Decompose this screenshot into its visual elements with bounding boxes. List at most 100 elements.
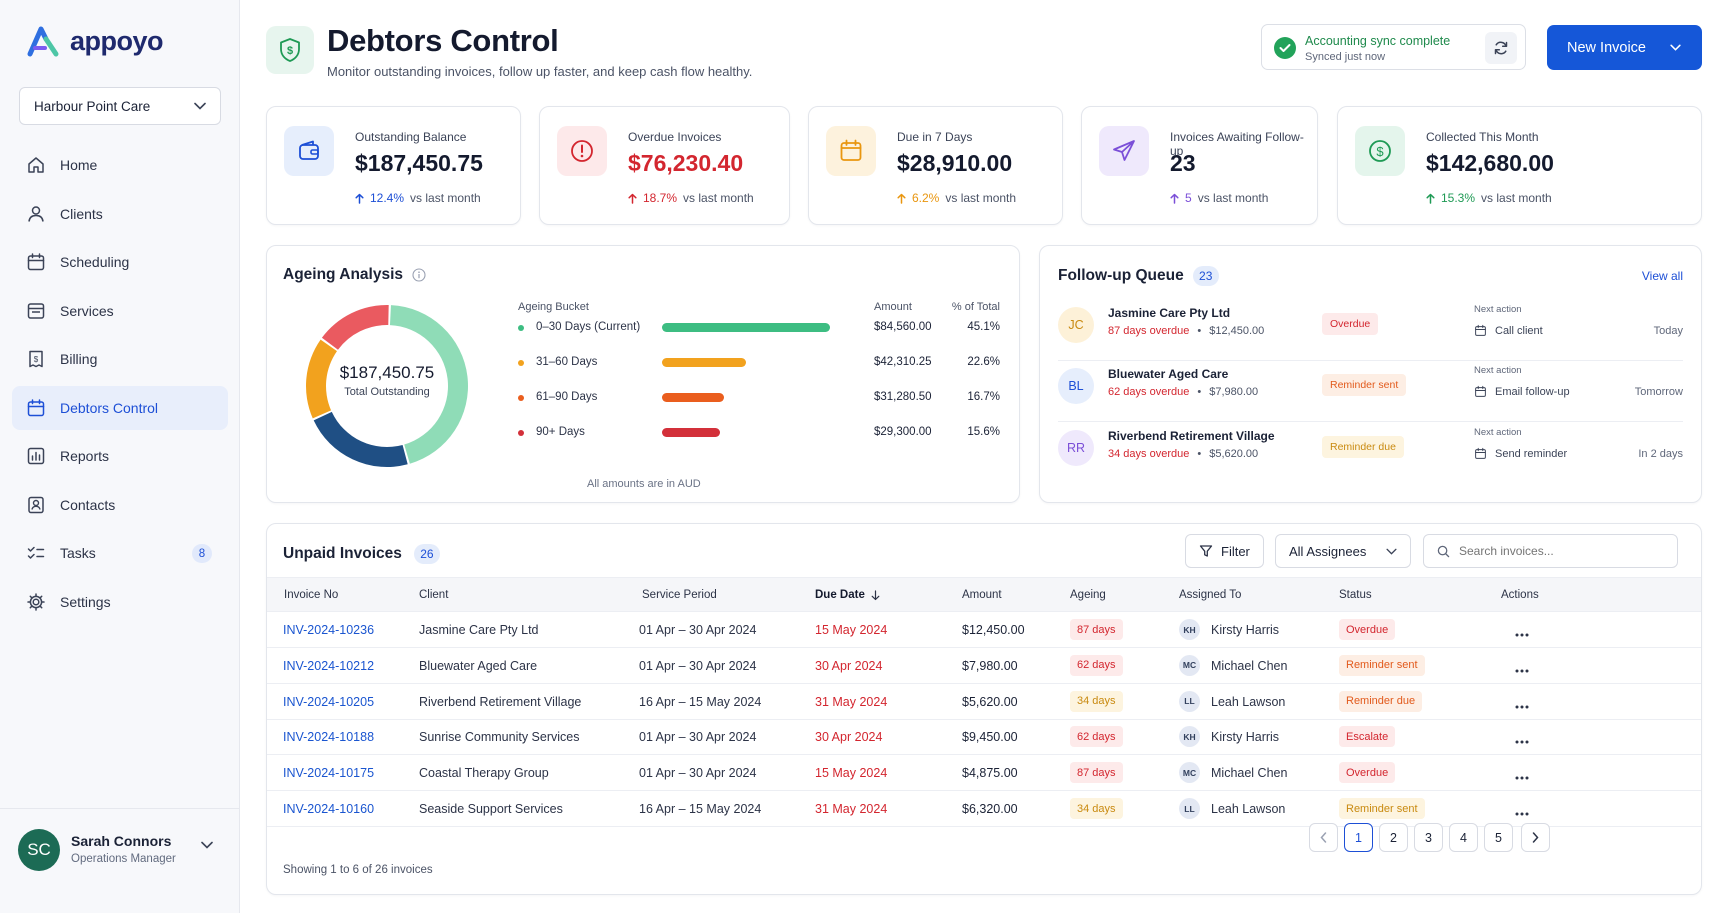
ageing-badge: 87 days <box>1070 762 1123 784</box>
followup-overdue: 62 days overdue <box>1108 386 1190 398</box>
next-action-when: In 2 days <box>1638 448 1683 460</box>
col-invoice-no[interactable]: Invoice No <box>284 589 339 601</box>
stat-card-overdue-invoices[interactable]: Overdue Invoices $76,230.40 18.7% vs last m… <box>539 106 790 225</box>
table-row[interactable]: INV-2024-10212 Bluewater Aged Care 01 Apr … <box>267 648 1701 684</box>
chevron-down-icon <box>1670 44 1681 51</box>
sidebar-item-tasks[interactable]: Tasks 8 <box>12 531 228 575</box>
invoice-number-link[interactable]: INV-2024-10205 <box>283 694 375 709</box>
search-input[interactable] <box>1459 544 1664 558</box>
sidebar-item-services[interactable]: Services <box>12 289 228 333</box>
sidebar-item-contacts[interactable]: Contacts <box>12 483 228 527</box>
user-profile[interactable]: SC Sarah Connors Operations Manager <box>0 808 240 913</box>
next-action[interactable]: Send reminder <box>1474 447 1567 460</box>
ageing-row[interactable]: 31–60 Days $42,310.25 22.6% <box>267 353 1019 373</box>
calendar-icon <box>1474 324 1487 337</box>
followup-item[interactable]: RR Riverbend Retirement Village 34 days ov… <box>1040 418 1701 484</box>
invoice-number-link[interactable]: INV-2024-10175 <box>283 766 375 781</box>
sidebar-item-label: Contacts <box>60 496 116 513</box>
chevron-left-icon <box>1320 832 1327 843</box>
page-button-3[interactable]: 3 <box>1414 823 1443 852</box>
followup-amount: $7,980.00 <box>1209 386 1259 398</box>
ageing-percent: 22.6% <box>967 356 1000 368</box>
ageing-percent: 16.7% <box>967 391 1000 403</box>
col-service-period[interactable]: Service Period <box>642 589 717 601</box>
table-row[interactable]: INV-2024-10160 Seaside Support Services 16… <box>267 791 1701 827</box>
showing-text: Showing 1 to 6 of 26 invoices <box>283 864 433 876</box>
sidebar-item-clients[interactable]: Clients <box>12 192 228 236</box>
info-icon[interactable] <box>412 268 426 282</box>
page-button-5[interactable]: 5 <box>1484 823 1513 852</box>
invoice-service-period: 01 Apr – 30 Apr 2024 <box>639 658 757 673</box>
filter-button[interactable]: Filter <box>1185 534 1264 568</box>
chevron-down-icon <box>194 102 206 110</box>
divider <box>1058 360 1683 361</box>
stat-card-outstanding-balance[interactable]: Outstanding Balance $187,450.75 12.4% vs la… <box>266 106 521 225</box>
next-page-button[interactable] <box>1521 823 1550 852</box>
followup-item[interactable]: JC Jasmine Care Pty Ltd 87 days overdue • $1… <box>1040 295 1701 361</box>
invoice-number-link[interactable]: INV-2024-10212 <box>283 658 375 673</box>
sidebar-item-debtors-control[interactable]: Debtors Control <box>12 385 228 430</box>
col-amount[interactable]: Amount <box>962 589 1002 601</box>
billing-icon: $ <box>26 349 46 369</box>
col-client[interactable]: Client <box>419 589 449 601</box>
refresh-button[interactable] <box>1485 32 1517 64</box>
table-row[interactable]: INV-2024-10205 Riverbend Retirement Villa… <box>267 684 1701 720</box>
page-button-4[interactable]: 4 <box>1449 823 1478 852</box>
search-box[interactable] <box>1423 534 1678 568</box>
page-button-2[interactable]: 2 <box>1379 823 1408 852</box>
invoice-client: Coastal Therapy Group <box>419 766 549 781</box>
donut-segment-0-30 <box>389 305 468 464</box>
ageing-row[interactable]: 0–30 Days (Current) $84,560.00 45.1% <box>267 318 1019 338</box>
table-row[interactable]: INV-2024-10188 Sunrise Community Services… <box>267 719 1701 756</box>
arrow-up-icon <box>1426 193 1435 204</box>
sidebar-item-billing[interactable]: $ Billing <box>12 337 228 381</box>
next-action[interactable]: Email follow-up <box>1474 385 1570 398</box>
assignee-avatar: MC <box>1179 762 1200 784</box>
ageing-badge: 62 days <box>1070 654 1123 676</box>
col-due-date[interactable]: Due Date <box>815 589 880 601</box>
logo[interactable]: appoyo <box>26 24 164 58</box>
stat-card-invoices-awaiting-follow-up[interactable]: Invoices Awaiting Follow-up 23 5 vs last mo… <box>1081 106 1318 225</box>
stat-trend-suffix: vs last month <box>410 191 481 205</box>
sidebar-item-settings[interactable]: Settings <box>12 580 228 624</box>
gear-icon <box>26 592 46 612</box>
page-button-1[interactable]: 1 <box>1344 823 1373 852</box>
col-status[interactable]: Status <box>1339 589 1372 601</box>
sidebar-item-reports[interactable]: Reports <box>12 434 228 478</box>
ageing-row[interactable]: 90+ Days $29,300.00 15.6% <box>267 423 1019 443</box>
chevron-down-icon[interactable] <box>201 841 213 849</box>
filter-label: Filter <box>1221 543 1250 559</box>
table-row[interactable]: INV-2024-10236 Jasmine Care Pty Ltd 01 Apr… <box>267 612 1701 648</box>
stat-card-collected-this-month[interactable]: $ Collected This Month $142,680.00 15.3% vs … <box>1337 106 1702 225</box>
sidebar-item-home[interactable]: Home <box>12 143 228 187</box>
status-badge: Escalate <box>1339 726 1396 748</box>
invoice-service-period: 16 Apr – 15 May 2024 <box>639 694 762 709</box>
ageing-row[interactable]: 61–90 Days $31,280.50 16.7% <box>267 388 1019 408</box>
ageing-percent: 45.1% <box>967 321 1000 333</box>
invoice-number-link[interactable]: INV-2024-10160 <box>283 802 375 816</box>
stat-label: Overdue Invoices <box>628 130 722 144</box>
svg-text:$: $ <box>1376 144 1384 159</box>
organisation-select[interactable]: Harbour Point Care <box>19 87 221 125</box>
invoice-number-link[interactable]: INV-2024-10236 <box>283 623 375 637</box>
ageing-bar <box>662 393 724 402</box>
next-action[interactable]: Call client <box>1474 324 1543 337</box>
ageing-col-amount: Amount <box>874 301 912 313</box>
invoice-amount: $4,875.00 <box>962 766 1018 781</box>
unpaid-invoices-card: Unpaid Invoices 26 Filter All Assignees … <box>266 523 1702 895</box>
prev-page-button[interactable] <box>1309 823 1338 852</box>
table-row[interactable]: INV-2024-10175 Coastal Therapy Group 01 Ap… <box>267 755 1701 792</box>
stat-card-due-in-7-days[interactable]: Due in 7 Days $28,910.00 6.2% vs last month <box>808 106 1063 225</box>
invoice-number-link[interactable]: INV-2024-10188 <box>283 730 375 745</box>
sidebar-item-scheduling[interactable]: Scheduling <box>12 240 228 284</box>
col-assigned-to[interactable]: Assigned To <box>1179 589 1242 601</box>
ageing-amount: $84,560.00 <box>874 321 932 333</box>
invoice-due-date: 30 Apr 2024 <box>815 658 883 673</box>
col-ageing[interactable]: Ageing <box>1070 589 1106 601</box>
home-icon <box>26 155 46 175</box>
new-invoice-button[interactable]: New Invoice <box>1547 25 1702 70</box>
assignees-select[interactable]: All Assignees <box>1275 534 1411 568</box>
view-all-link[interactable]: View all <box>1641 269 1683 283</box>
followup-item[interactable]: BL Bluewater Aged Care 62 days overdue • $7,… <box>1040 356 1701 422</box>
ageing-bar <box>662 323 830 332</box>
